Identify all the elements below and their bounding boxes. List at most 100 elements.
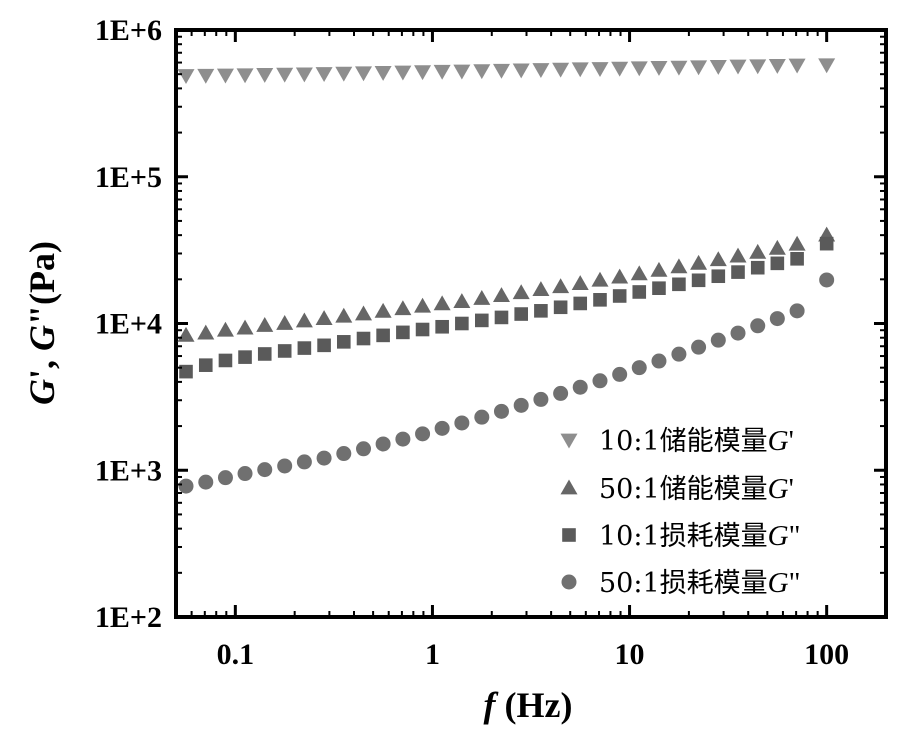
y-axis-title-sep: ', [22,351,62,379]
data-point-circle [651,353,667,369]
data-point-square [632,285,647,299]
data-point-circle [375,436,391,452]
data-point-triangle-up [335,307,353,323]
legend: 10:1储能模量G'50:1储能模量G'10:1损耗模量G"50:1损耗模量G" [560,425,800,599]
data-point-circle [356,441,372,457]
data-point-square [455,316,469,331]
data-point-triangle-up [374,302,392,318]
data-point-circle [612,366,628,382]
data-point-square [297,341,312,355]
data-point-circle [789,303,805,319]
data-point-triangle-up [788,235,806,251]
data-point-circle [631,360,647,376]
data-point-triangle-down [315,67,333,83]
data-point-circle [671,346,687,362]
legend-label: 50:1损耗模量G" [599,567,800,599]
x-tick-label: 100 [804,638,849,671]
data-point-triangle-up [355,305,373,321]
data-point-triangle-up [433,295,451,311]
legend-label-g: G [768,473,789,505]
data-point-triangle-up [690,254,708,270]
legend-marker-triangle-up [560,479,578,495]
data-point-triangle-down [433,64,451,80]
data-point-square [317,338,331,353]
data-point-triangle-up [768,239,786,255]
data-point-triangle-down [276,67,294,83]
data-point-triangle-up [177,326,195,342]
data-point-circle [237,466,253,482]
data-marks [177,58,836,494]
legend-label: 50:1储能模量G' [599,473,794,505]
data-point-square [514,307,528,321]
data-point-triangle-down [630,61,648,77]
data-point-square [376,328,390,343]
data-point-circle [415,426,431,442]
data-point-square [198,358,213,372]
legend-label: 10:1储能模量G' [599,425,794,457]
data-point-triangle-down [374,66,392,81]
data-point-circle [493,403,509,419]
legend-label-prefix: 50:1损耗模量 [599,568,768,599]
data-point-square [819,236,834,251]
data-point-triangle-down [236,68,254,84]
data-point-triangle-down [492,63,510,79]
data-point-triangle-down [177,69,195,84]
data-point-square [336,335,351,349]
data-point-triangle-down [473,64,491,80]
legend-marker-square [562,528,576,542]
data-point-triangle-up [315,310,333,325]
data-point-circle [434,420,450,436]
legend-marker-triangle-down [560,433,578,449]
data-point-triangle-down [216,68,234,84]
data-point-triangle-down [256,68,274,83]
data-point-circle [572,379,588,395]
data-point-triangle-down [670,60,688,76]
legend-entry: 50:1储能模量G' [560,473,794,505]
data-point-circle [730,325,746,341]
data-point-triangle-up [453,293,471,308]
x-tick-label: 1 [425,638,440,671]
series-3 [179,236,834,379]
data-point-circle [316,450,332,466]
data-point-triangle-down [709,60,727,75]
data-point-triangle-down [532,63,550,79]
legend-label-prefix: 10:1损耗模量 [599,521,768,552]
data-point-square [534,304,548,318]
data-point-square [573,296,588,311]
data-point-circle [277,458,293,474]
legend-label-g: G [768,425,789,457]
y-axis-title-g2: G [22,325,62,351]
data-point-circle [336,446,352,462]
data-point-triangle-up [670,258,688,274]
data-point-triangle-up [611,268,629,284]
axes: 0.1 1 10 100 1E+2 1E+3 1E+4 1E+5 1E+6 [95,14,886,671]
data-point-circle [474,409,490,425]
data-point-square [750,260,765,275]
legend-label-g: G [768,567,789,599]
data-point-triangle-down [335,66,353,82]
data-point-square [435,319,449,334]
data-point-square [396,325,410,340]
y-axis-title: G', G"(Pa) [22,241,62,405]
data-point-triangle-down [818,58,836,74]
y-tick-label: 1E+4 [95,308,162,341]
data-point-triangle-up [749,243,767,259]
data-point-square [475,313,489,328]
legend-label-suffix: " [789,567,801,599]
legend-entry: 10:1损耗模量G" [562,520,800,552]
x-tick-label: 0.1 [217,638,255,671]
data-point-triangle-up [414,297,432,313]
data-point-triangle-down [690,60,708,76]
data-point-circle [819,272,835,288]
legend-entry: 10:1储能模量G' [560,425,794,457]
x-axis-title-unit: (Hz) [496,685,573,725]
legend-label-prefix: 50:1储能模量 [599,474,768,505]
data-point-circle [257,462,273,478]
y-tick-label: 1E+2 [95,601,162,634]
data-point-square [179,364,193,379]
data-point-square [494,310,509,325]
data-point-triangle-up [394,300,412,316]
legend-label-suffix: ' [789,473,794,505]
data-point-triangle-down [749,59,767,75]
